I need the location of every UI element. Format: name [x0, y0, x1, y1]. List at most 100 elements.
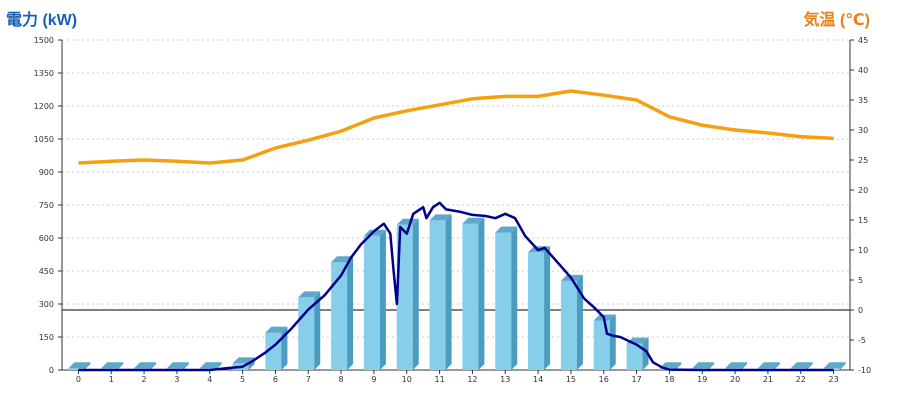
x-tick-label: 15 [566, 375, 576, 384]
right-tick-label: 35 [858, 96, 868, 105]
x-tick-label: 11 [434, 375, 444, 384]
temperature-line [78, 89, 834, 165]
bar-face [528, 252, 545, 370]
x-tick-label: 22 [796, 375, 806, 384]
left-tick-label: 150 [39, 333, 54, 342]
x-tick-label: 20 [730, 375, 740, 384]
bar-side [642, 337, 649, 370]
bar-face [560, 280, 577, 370]
bar-side [773, 362, 780, 370]
bar-side [347, 256, 354, 370]
bar-top [429, 214, 452, 221]
right-tick-label: 5 [858, 276, 863, 285]
bar-face [593, 320, 610, 370]
bar-top [331, 256, 354, 263]
bar-face [429, 220, 446, 370]
bar [396, 218, 419, 370]
bar-top [495, 226, 518, 233]
bar-face [396, 224, 413, 370]
x-tick-label: 16 [599, 375, 609, 384]
left-tick-label: 600 [39, 234, 54, 243]
bar-top [790, 362, 813, 369]
bar-top [134, 362, 157, 369]
x-tick-label: 1 [109, 375, 114, 384]
right-tick-label: 30 [858, 126, 868, 135]
x-tick-label: 13 [500, 375, 510, 384]
x-tick-label: 9 [371, 375, 376, 384]
right-tick-label: 10 [858, 246, 868, 255]
bar [560, 274, 583, 370]
left-tick-label: 1500 [34, 36, 54, 45]
x-tick-label: 0 [76, 375, 81, 384]
left-axis-title: 電力 (kW) [6, 12, 78, 29]
x-tick-label: 23 [828, 375, 838, 384]
bar-side [412, 218, 419, 370]
bar-top [462, 217, 485, 224]
bar [68, 362, 91, 370]
bar-top [265, 326, 288, 333]
x-tick-label: 12 [467, 375, 477, 384]
left-tick-label: 1050 [34, 135, 54, 144]
bar-side [839, 362, 846, 370]
bar-top [166, 362, 189, 369]
bar-top [823, 362, 846, 369]
bar-top [396, 218, 419, 225]
right-tick-label: 45 [858, 36, 868, 45]
bar-side [741, 362, 748, 370]
x-tick-label: 18 [664, 375, 674, 384]
right-tick-label: 40 [858, 66, 868, 75]
bar-side [511, 226, 518, 370]
right-tick-label: -5 [858, 336, 866, 345]
bar-top [692, 362, 715, 369]
bar [331, 256, 354, 370]
x-tick-label: 8 [339, 375, 344, 384]
bar [462, 217, 485, 370]
bar-side [708, 362, 715, 370]
x-tick-label: 14 [533, 375, 543, 384]
right-axis-title: 気温 (℃) [803, 12, 870, 29]
bar-side [150, 362, 157, 370]
bar-face [331, 262, 348, 370]
x-tick-label: 4 [207, 375, 212, 384]
bar-side [478, 217, 485, 370]
bar-side [445, 214, 452, 370]
x-tick-label: 19 [697, 375, 707, 384]
bar-top [725, 362, 748, 369]
bar-side [314, 291, 321, 370]
left-tick-label: 300 [39, 300, 54, 309]
bar-side [379, 229, 386, 370]
bar-top [757, 362, 780, 369]
bar-top [298, 291, 321, 298]
left-tick-label: 1200 [34, 102, 54, 111]
right-tick-label: 15 [858, 216, 868, 225]
bar-side [84, 362, 91, 370]
left-tick-label: 1350 [34, 69, 54, 78]
bar-top [199, 362, 222, 369]
x-tick-label: 21 [763, 375, 773, 384]
bar [528, 246, 551, 370]
bar-side [544, 246, 551, 370]
bar-top [659, 362, 682, 369]
x-tick-label: 17 [631, 375, 641, 384]
bar-face [462, 223, 479, 370]
bar [265, 326, 288, 370]
x-tick-label: 3 [174, 375, 179, 384]
bar-face [495, 232, 512, 370]
bar-side [609, 314, 616, 370]
bar-side [117, 362, 124, 370]
bar-side [806, 362, 813, 370]
bar-top [101, 362, 124, 369]
left-tick-label: 0 [49, 366, 54, 375]
bar-side [182, 362, 189, 370]
x-tick-label: 6 [273, 375, 278, 384]
bar [429, 214, 452, 370]
left-tick-label: 450 [39, 267, 54, 276]
bar [495, 226, 518, 370]
right-tick-label: 20 [858, 186, 868, 195]
bar-face [298, 297, 315, 370]
x-tick-label: 10 [402, 375, 412, 384]
right-tick-label: 0 [858, 306, 863, 315]
bar-side [576, 274, 583, 370]
